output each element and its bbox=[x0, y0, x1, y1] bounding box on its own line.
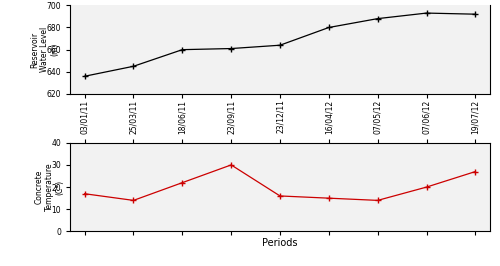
Y-axis label: Reservoir
Water Level
(m): Reservoir Water Level (m) bbox=[30, 27, 60, 72]
X-axis label: Periods: Periods bbox=[262, 238, 298, 248]
Y-axis label: Concrete
Temperature
(C°): Concrete Temperature (C°) bbox=[35, 163, 64, 211]
